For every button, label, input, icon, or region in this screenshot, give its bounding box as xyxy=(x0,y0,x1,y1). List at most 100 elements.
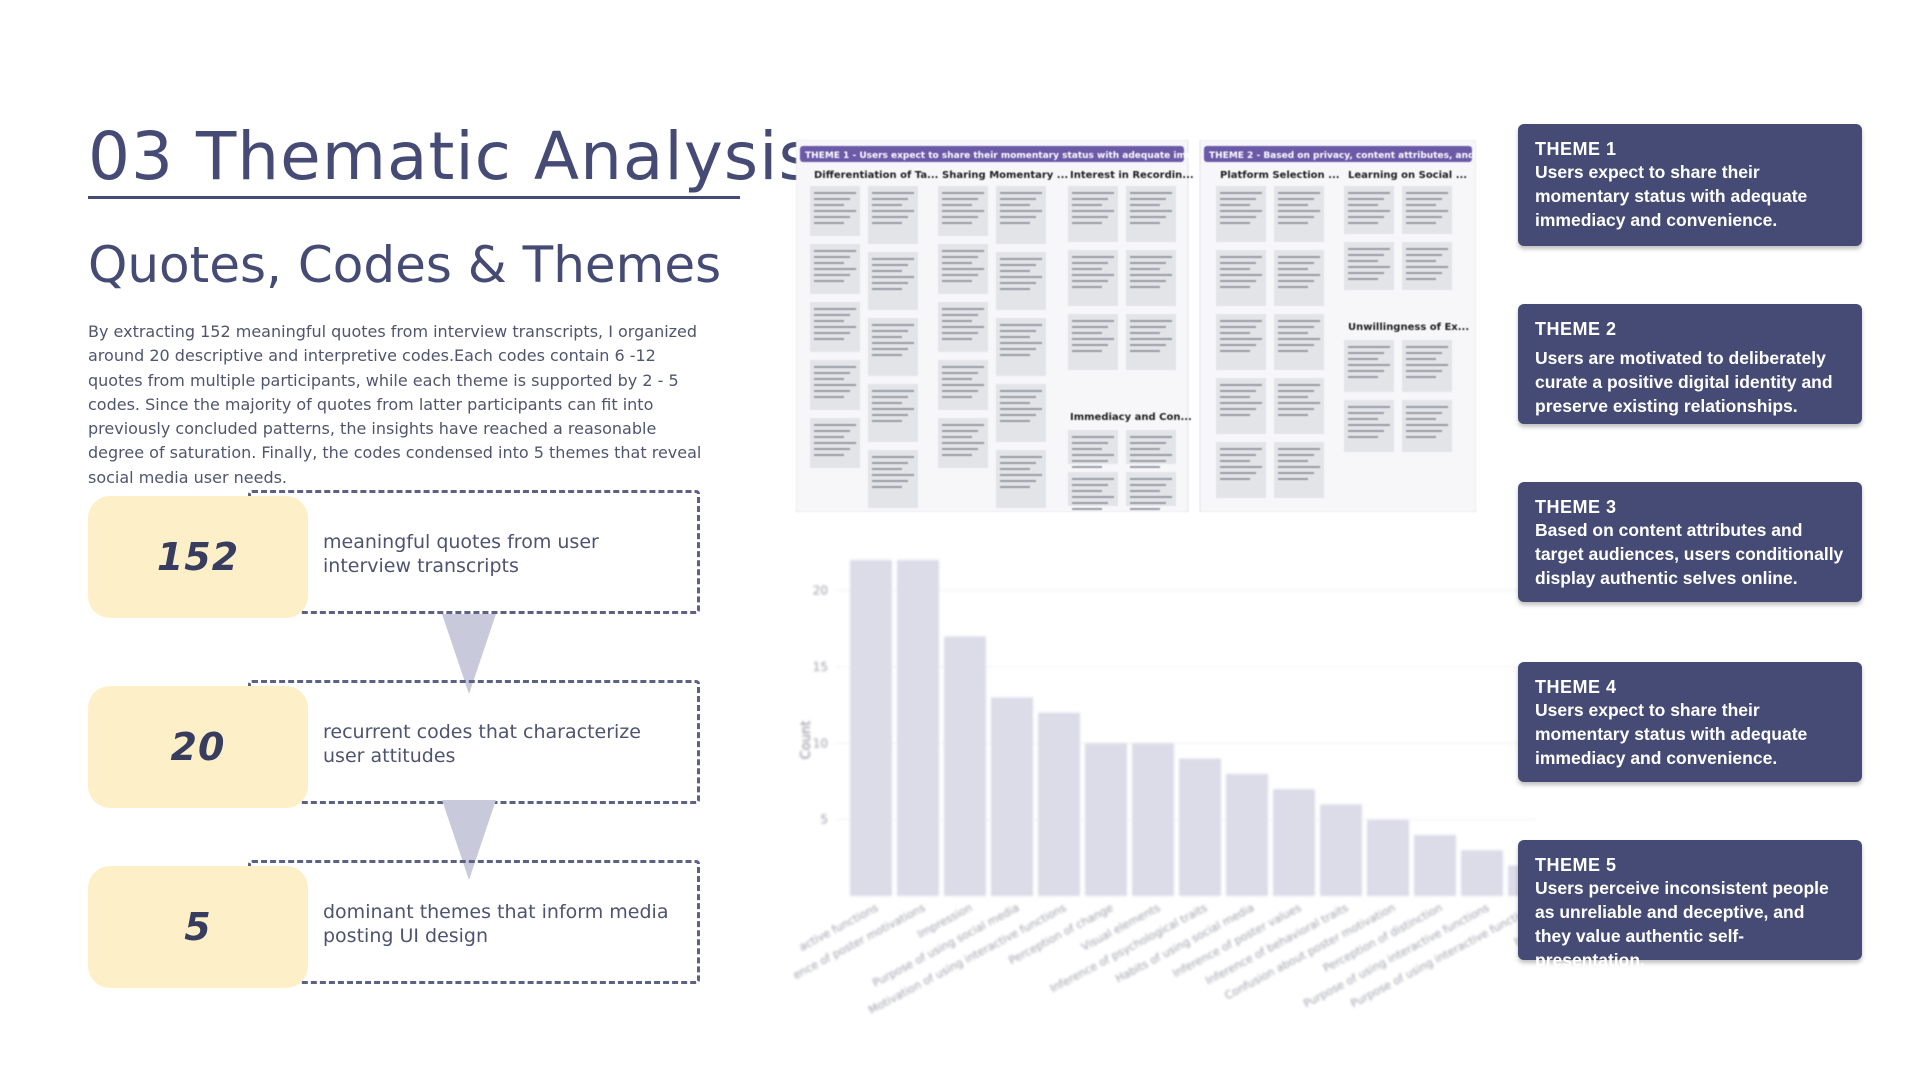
note-line xyxy=(942,222,972,224)
note-line xyxy=(1348,376,1378,378)
note-line xyxy=(1130,350,1160,352)
board-panel-1 xyxy=(796,140,1189,512)
note-line xyxy=(1220,414,1250,416)
note-line xyxy=(1348,370,1384,372)
note-line xyxy=(942,256,978,258)
note-line xyxy=(814,262,844,264)
theme-label: THEME 4 xyxy=(1535,677,1617,697)
chart-bar xyxy=(850,560,892,896)
note-line xyxy=(1278,466,1320,468)
note-line xyxy=(1000,336,1030,338)
note-line xyxy=(872,210,914,212)
note-line xyxy=(1072,256,1114,258)
sticky-note xyxy=(996,318,1046,376)
note-line xyxy=(1278,268,1308,270)
theme-card-2: THEME 2 Users are motivated to deliberat… xyxy=(1518,304,1862,424)
note-line xyxy=(1130,496,1172,498)
note-line xyxy=(1220,192,1262,194)
note-line xyxy=(1406,376,1436,378)
note-line xyxy=(942,250,984,252)
stat-number: 20 xyxy=(170,725,226,769)
note-line xyxy=(872,198,908,200)
note-line xyxy=(1348,260,1378,262)
note-line xyxy=(1130,484,1166,486)
note-line xyxy=(814,442,856,444)
note-line xyxy=(1348,418,1378,420)
sticky-note xyxy=(1126,314,1176,370)
note-line xyxy=(942,448,978,450)
note-line xyxy=(1220,448,1262,450)
note-line xyxy=(1220,332,1250,334)
note-line xyxy=(1220,280,1256,282)
note-line xyxy=(1072,478,1114,480)
note-line xyxy=(1072,320,1114,322)
note-line xyxy=(814,430,850,432)
note-line xyxy=(1406,254,1442,256)
theme-card-3: THEME 3 Based on content attributes and … xyxy=(1518,482,1862,602)
note-line xyxy=(1000,330,1036,332)
note-line xyxy=(1278,198,1314,200)
note-line xyxy=(814,192,856,194)
sticky-note xyxy=(1216,186,1266,242)
note-line xyxy=(1278,478,1308,480)
note-line xyxy=(1000,192,1042,194)
sticky-note xyxy=(1274,378,1324,434)
chart-bar xyxy=(1461,850,1503,896)
note-line xyxy=(1220,216,1256,218)
note-line xyxy=(1406,370,1442,372)
note-line xyxy=(1072,454,1114,456)
sticky-note xyxy=(868,186,918,244)
note-line xyxy=(1072,210,1114,212)
note-line xyxy=(1278,408,1314,410)
note-line xyxy=(1406,248,1448,250)
sticky-note xyxy=(1126,430,1176,464)
note-line xyxy=(1130,442,1166,444)
sticky-note xyxy=(1126,250,1176,306)
note-line xyxy=(1130,320,1172,322)
note-line xyxy=(942,378,972,380)
chart-bar xyxy=(1414,834,1456,896)
note-line xyxy=(1000,456,1042,458)
note-line xyxy=(1278,350,1308,352)
note-line xyxy=(872,486,902,488)
note-line xyxy=(814,332,850,334)
note-line xyxy=(872,396,908,398)
note-line xyxy=(872,222,902,224)
note-line xyxy=(1348,406,1390,408)
note-line xyxy=(872,192,914,194)
intro-paragraph: By extracting 152 meaningful quotes from… xyxy=(88,322,702,487)
note-line xyxy=(942,436,972,438)
note-line xyxy=(942,390,978,392)
note-line xyxy=(814,338,844,340)
note-line xyxy=(1348,210,1390,212)
note-line xyxy=(942,268,984,270)
note-line xyxy=(1406,222,1436,224)
title-underline xyxy=(88,196,740,199)
theme-label: THEME 1 xyxy=(1535,139,1617,159)
sticky-note xyxy=(1216,442,1266,498)
note-line xyxy=(1072,448,1102,450)
note-line xyxy=(1348,278,1378,280)
note-line xyxy=(942,366,984,368)
board-column-title: Sharing Momentary ... xyxy=(942,170,1068,181)
note-line xyxy=(872,276,914,278)
board-panel-1-header xyxy=(800,146,1184,162)
note-line xyxy=(1130,338,1172,340)
note-line xyxy=(1220,408,1256,410)
note-line xyxy=(814,390,850,392)
note-line xyxy=(814,268,856,270)
note-line xyxy=(1130,448,1160,450)
note-line xyxy=(1220,396,1250,398)
note-line xyxy=(1220,384,1262,386)
note-line xyxy=(872,336,902,338)
page-subtitle: Quotes, Codes & Themes xyxy=(88,236,722,294)
board-column-title: Learning on Social ... xyxy=(1348,170,1467,181)
chart-bar xyxy=(1320,804,1362,896)
note-line xyxy=(814,280,844,282)
chart-bar xyxy=(1132,743,1174,896)
note-line xyxy=(1348,192,1390,194)
note-line xyxy=(1220,274,1262,276)
note-line xyxy=(1220,198,1256,200)
note-line xyxy=(1072,496,1114,498)
board-panel-2-title: THEME 2 - Based on privacy, content attr… xyxy=(1209,151,1476,161)
